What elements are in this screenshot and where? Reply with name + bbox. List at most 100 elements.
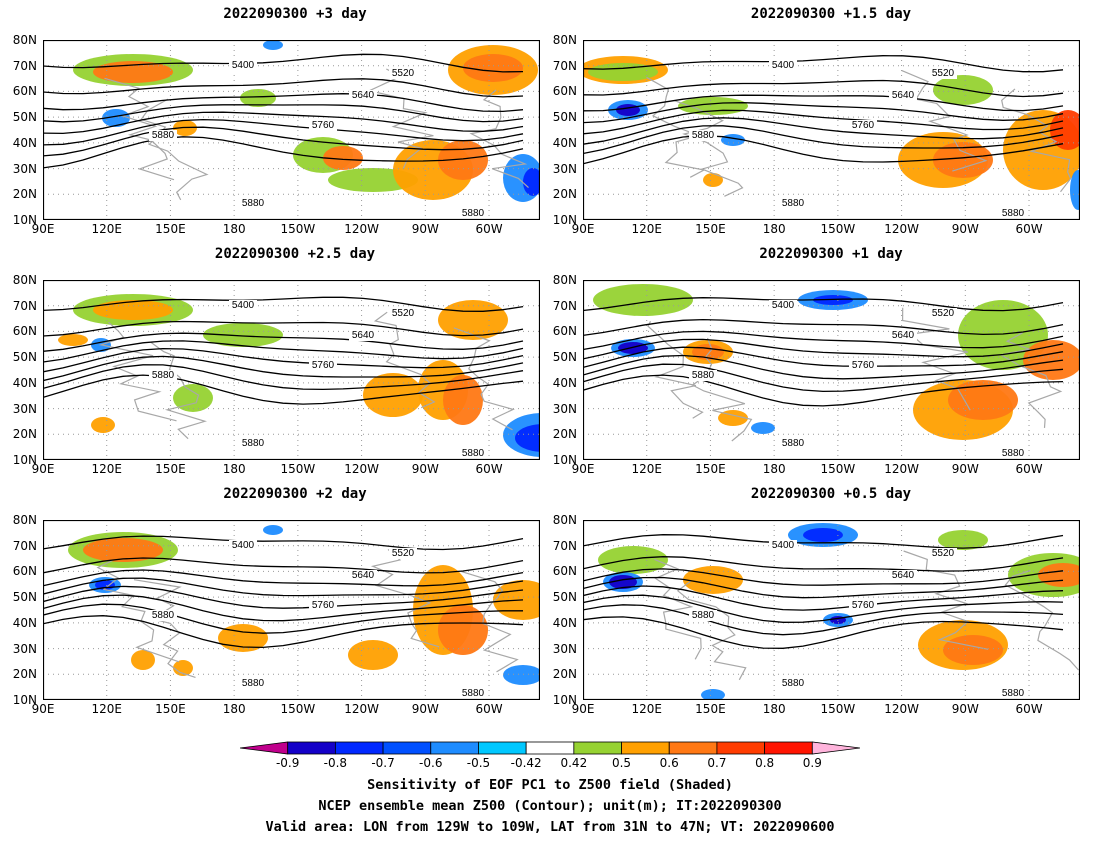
contour-label-bg xyxy=(229,300,257,311)
lat-tick-label: 20N xyxy=(552,427,577,442)
lat-tick-label: 20N xyxy=(12,427,37,442)
contour-label: 5760 xyxy=(312,360,335,371)
lon-tick-label: 90W xyxy=(951,222,979,236)
z500-contour xyxy=(43,577,524,597)
lat-tick-label: 60N xyxy=(12,324,37,339)
contour-label: 5640 xyxy=(352,330,375,341)
colorbar-segment xyxy=(430,741,479,755)
lon-tick-label: 90W xyxy=(951,702,979,716)
sensitivity-shading xyxy=(91,417,115,433)
contour-label-bg xyxy=(309,360,337,371)
lon-tick-label: 180 xyxy=(222,222,246,236)
colorbar-segment xyxy=(573,741,622,755)
caption-line-2: NCEP ensemble mean Z500 (Contour); unit(… xyxy=(318,798,782,814)
lon-tick-label: 150E xyxy=(155,702,186,716)
map-panel-6: 5400 5520 5640 5760 5880 5880 5880 xyxy=(583,520,1080,700)
sensitivity-shading xyxy=(938,530,988,550)
coastline xyxy=(654,558,702,660)
sensitivity-shading xyxy=(703,173,723,187)
coastline xyxy=(691,337,753,442)
z500-contour xyxy=(43,535,524,551)
z500-contour xyxy=(43,585,524,609)
lon-tick-label: 90E xyxy=(571,702,595,716)
contour-label-bg xyxy=(999,208,1027,219)
coastline xyxy=(367,68,434,169)
lat-tick-label: 50N xyxy=(12,110,37,125)
z500-contour xyxy=(43,93,524,113)
contour-label: 5520 xyxy=(932,548,955,559)
lon-tick-label: 120W xyxy=(344,222,379,236)
contour-label: 5760 xyxy=(852,600,875,611)
lat-tick-label: 80N xyxy=(12,33,37,47)
z500-contour xyxy=(583,94,1064,112)
contour-label: 5640 xyxy=(352,90,375,101)
map-svg-3: 5400 5520 5640 5760 5880 5880 5880 xyxy=(43,280,540,460)
contour-label: 5880 xyxy=(692,610,715,621)
sensitivity-shading xyxy=(943,635,1003,665)
lon-tick-label: 90E xyxy=(31,222,55,236)
panel-title-3: 2022090300 +2.5 day xyxy=(214,246,376,262)
contour-label: 5520 xyxy=(392,308,415,319)
lon-tick-label: 120E xyxy=(91,222,122,236)
coastline xyxy=(676,580,747,681)
contour-label: 5880 xyxy=(692,130,715,141)
contour-label: 5640 xyxy=(352,570,375,581)
lat-tick-label: 30N xyxy=(12,641,37,656)
lat-tick-label: 70N xyxy=(12,298,37,313)
z500-contour xyxy=(43,594,524,622)
colorbar-segment xyxy=(764,741,813,755)
lat-tick-label: 60N xyxy=(552,564,577,579)
contour-label-bg xyxy=(459,448,487,459)
coastline xyxy=(370,548,440,648)
lon-tick-label: 120E xyxy=(91,702,122,716)
contour-label: 5880 xyxy=(782,438,805,449)
map-frame xyxy=(583,520,1080,700)
contour-label: 5760 xyxy=(852,360,875,371)
colorbar-tick-label: 0.7 xyxy=(707,756,727,770)
colorbar-tick-label: 0.5 xyxy=(611,756,632,770)
colorbar-tick-label: -0.7 xyxy=(371,756,395,770)
sensitivity-shading xyxy=(598,546,668,574)
sensitivity-shading xyxy=(803,528,843,542)
lat-tick-label: 30N xyxy=(552,641,577,656)
contour-label: 5640 xyxy=(892,90,915,101)
panel-title-6: 2022090300 +0.5 day xyxy=(750,486,912,502)
contour-label-bg xyxy=(849,600,877,611)
sensitivity-shading xyxy=(58,334,88,346)
z500-contour xyxy=(583,604,1064,636)
colorbar-tick-label: -0.42 xyxy=(510,756,542,770)
contour-label-bg xyxy=(229,540,257,551)
coastline xyxy=(999,332,1063,428)
lat-tick-label: 60N xyxy=(552,84,577,99)
lat-tick-label: 10N xyxy=(12,453,37,467)
z500-contour xyxy=(43,136,524,169)
sensitivity-shading xyxy=(131,650,155,670)
sensitivity-shading xyxy=(616,104,640,116)
sensitivity-shading xyxy=(1070,170,1080,210)
coastline xyxy=(140,98,209,201)
lat-tick-label: 50N xyxy=(12,590,37,605)
lat-tick-label: 10N xyxy=(552,453,577,467)
lat-tick-label: 40N xyxy=(552,375,577,390)
lon-tick-label: 120W xyxy=(884,462,919,476)
lon-tick-label: 150W xyxy=(280,462,316,476)
z500-contour xyxy=(583,568,1064,586)
contour-label: 5880 xyxy=(782,198,805,209)
contour-label-bg xyxy=(779,438,807,449)
colorbar-segment xyxy=(716,741,766,755)
contour-label: 5880 xyxy=(242,678,265,689)
sensitivity-shading xyxy=(1050,110,1080,150)
contour-label: 5880 xyxy=(1002,448,1025,459)
contour-label: 5400 xyxy=(772,300,795,311)
contour-label: 5400 xyxy=(772,540,795,551)
map-panel-4: 5400 5520 5640 5760 5880 5880 5880 xyxy=(583,280,1080,460)
z500-contour xyxy=(583,55,1064,73)
contour-label-bg xyxy=(309,120,337,131)
lon-tick-label: 120W xyxy=(884,702,919,716)
z500-contour xyxy=(43,53,524,73)
contour-label: 5880 xyxy=(152,610,175,621)
z500-contour xyxy=(43,78,524,98)
z500-contour xyxy=(43,111,524,135)
z500-contour xyxy=(583,109,1064,135)
contour-label: 5400 xyxy=(232,540,255,551)
